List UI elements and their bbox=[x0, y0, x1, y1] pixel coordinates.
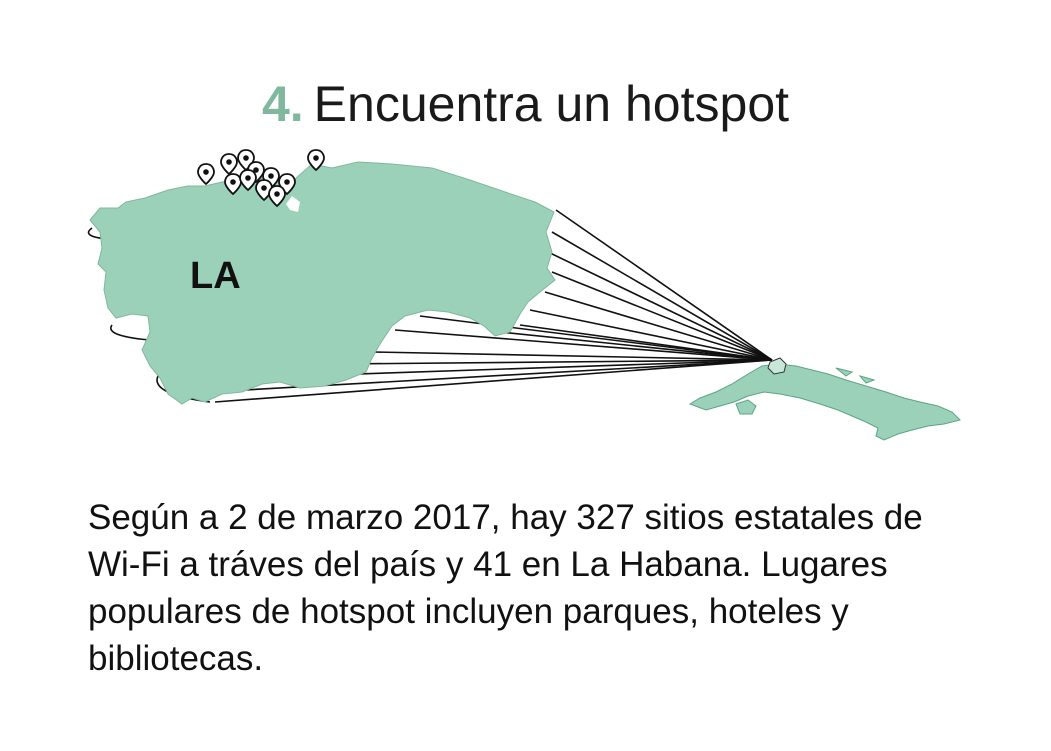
north-keys bbox=[835, 367, 876, 384]
map-pin-icon bbox=[220, 153, 238, 175]
page-title: 4. Encuentra un hotspot bbox=[0, 72, 1051, 136]
havana-bay bbox=[286, 196, 300, 212]
step-number: 4. bbox=[261, 76, 304, 132]
region-label: LA bbox=[190, 255, 241, 297]
cuba-island bbox=[688, 363, 961, 441]
description-text: Según a 2 de marzo 2017, hay 327 sitios … bbox=[88, 498, 923, 678]
zoom-connector-lines bbox=[87, 209, 773, 403]
isla-juventud bbox=[735, 399, 757, 415]
map-pin-icon bbox=[197, 163, 215, 185]
hotspot-map: LA bbox=[87, 149, 961, 441]
title-text: Encuentra un hotspot bbox=[313, 76, 790, 132]
havana-highlight bbox=[767, 357, 787, 375]
havana-zoomed-region bbox=[89, 161, 556, 405]
